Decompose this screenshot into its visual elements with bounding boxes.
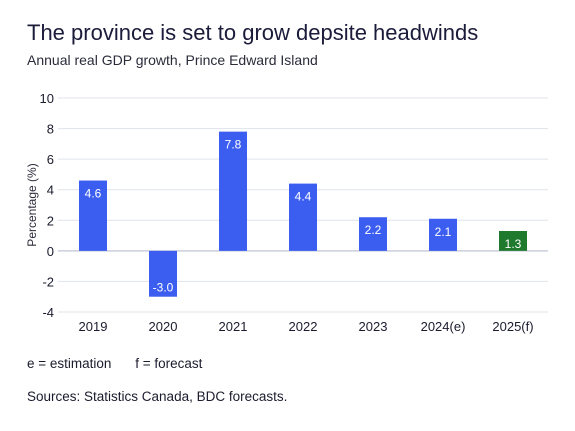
bar-2022 [289, 183, 317, 251]
y-axis-label: Percentage (%) [25, 163, 39, 246]
x-tick-label: 2021 [219, 319, 248, 334]
y-tick-label: 2 [47, 213, 54, 228]
y-tick-label: 10 [40, 91, 54, 106]
x-tick-label: 2024(e) [421, 319, 466, 334]
bar-value-label: -3.0 [153, 281, 174, 295]
bar-2024(e) [429, 218, 457, 251]
bar-2020 [149, 250, 177, 297]
y-tick-label: 6 [47, 152, 54, 167]
y-tick-label: 0 [47, 244, 54, 259]
x-tick-label: 2019 [79, 319, 108, 334]
x-axis-ticks: 2019 2020 2021 2022 2023 2024(e) 2025(f) [79, 319, 534, 334]
chart-subtitle: Annual real GDP growth, Prince Edward Is… [27, 52, 318, 68]
x-tick-label: 2022 [289, 319, 318, 334]
y-tick-label: 4 [47, 183, 54, 198]
y-axis-ticks: 10 8 6 4 2 0 -2 -4 [40, 91, 54, 320]
bars [79, 131, 527, 297]
bar-value-label: 2.2 [365, 223, 382, 237]
source-note: Sources: Statistics Canada, BDC forecast… [27, 389, 288, 404]
bar-value-label: 1.3 [505, 237, 522, 251]
bar-value-label: 2.1 [435, 225, 452, 239]
bar-2019 [79, 180, 107, 251]
x-tick-label: 2020 [149, 319, 178, 334]
bar-value-label: 7.8 [225, 138, 242, 152]
x-tick-label: 2023 [359, 319, 388, 334]
chart-title: The province is set to grow depsite head… [27, 20, 479, 45]
y-tick-label: -4 [42, 305, 54, 320]
bar-2021 [219, 131, 247, 251]
legend-estimation: e = estimation [27, 356, 112, 371]
bar-value-labels: 4.6 -3.0 7.8 4.4 2.2 2.1 1.3 [85, 138, 522, 295]
bar-2025(f) [499, 230, 527, 251]
legend-notes: e = estimation f = forecast [27, 356, 222, 371]
bar-value-label: 4.6 [85, 187, 102, 201]
bar-value-label: 4.4 [295, 190, 312, 204]
x-tick-label: 2025(f) [492, 319, 533, 334]
y-tick-label: 8 [47, 122, 54, 137]
bar-2023 [359, 217, 387, 251]
y-tick-label: -2 [42, 274, 54, 289]
legend-forecast: f = forecast [135, 356, 203, 371]
